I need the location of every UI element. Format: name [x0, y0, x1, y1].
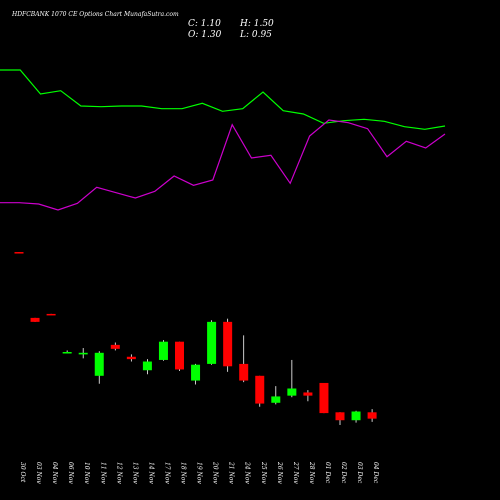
candle-body-down — [14, 252, 24, 254]
candle — [142, 359, 152, 375]
candle-body-up — [351, 411, 361, 421]
candle-body-up — [271, 396, 281, 403]
x-tick-label: 11 Nov — [99, 462, 106, 484]
candle — [78, 348, 88, 359]
x-tick-label: 26 Nov — [276, 461, 283, 484]
low-label: L: 0.95 — [239, 30, 272, 40]
x-tick-label: 01 Dec — [324, 462, 331, 484]
x-tick-label: 25 Nov — [260, 461, 267, 484]
x-tick-label: 14 Nov — [147, 462, 154, 484]
candle-body-down — [110, 344, 120, 349]
close-label: C: 1.10 — [188, 19, 221, 29]
candle — [126, 354, 136, 362]
candle-body-down — [175, 341, 184, 370]
candle — [175, 341, 184, 372]
candle — [207, 320, 217, 365]
candle-body-down — [223, 321, 233, 367]
candle — [62, 350, 72, 354]
candle-body-down — [46, 313, 56, 316]
x-tick-label: 10 Nov — [83, 462, 90, 484]
candle-body-down — [367, 412, 377, 419]
candle-body-down — [255, 375, 265, 404]
indicator-line-2 — [0, 119, 446, 211]
x-tick-label: 02 Dec — [340, 462, 347, 484]
x-tick-label: 06 Nov — [67, 462, 74, 484]
open-label: O: 1.30 — [188, 30, 222, 40]
candle-body-up — [158, 341, 168, 360]
x-tick-label: 18 Nov — [180, 462, 187, 484]
candle-body-up — [207, 321, 217, 364]
candle — [30, 317, 40, 322]
candle — [14, 252, 24, 254]
indicator-lines — [0, 69, 446, 211]
candle-body-down — [303, 392, 313, 396]
candle — [303, 390, 313, 402]
x-tick-label: 03 Nov — [35, 462, 42, 484]
x-tick-label: 04 Dec — [372, 462, 379, 484]
x-tick-label: 19 Nov — [196, 462, 203, 484]
candle — [46, 313, 56, 316]
candle — [271, 386, 281, 405]
x-tick-label: 30 Oct — [19, 462, 26, 483]
candle-body-up — [191, 364, 201, 381]
x-tick-label: 28 Nov — [308, 461, 315, 484]
candle — [191, 363, 201, 385]
candle-body-up — [287, 388, 297, 396]
x-tick-label: 21 Nov — [228, 461, 235, 484]
candle-body-down — [30, 317, 40, 322]
indicator-line-1 — [0, 69, 446, 130]
x-axis-ticks: 30 Oct 03 Nov 04 Nov 06 Nov 10 Nov 11 Nov 12 N… — [19, 461, 379, 484]
candle-body-down — [335, 412, 345, 421]
x-tick-label: 27 Nov — [292, 461, 299, 484]
x-tick-label: 20 Nov — [212, 461, 219, 484]
x-tick-label: 04 Nov — [51, 462, 58, 484]
candle-body-up — [62, 352, 72, 354]
candle — [110, 342, 120, 351]
candles-group — [14, 252, 377, 425]
candle — [319, 382, 329, 414]
candle — [335, 412, 345, 425]
x-tick-label: 03 Dec — [356, 462, 363, 484]
x-tick-label: 12 Nov — [115, 462, 122, 484]
candle-body-down — [239, 363, 249, 381]
candle — [158, 340, 168, 361]
high-label: H: 1.50 — [239, 19, 274, 29]
candle — [351, 410, 361, 423]
candle-body-down — [126, 356, 136, 360]
x-tick-label: 17 Nov — [163, 462, 170, 484]
chart-title: HDFCBANK 1070 CE Options Chart MunafaSut… — [11, 11, 179, 18]
candle-body-up — [94, 352, 104, 376]
candle-body-up — [142, 361, 152, 371]
candle-body-up — [78, 352, 88, 355]
candle — [255, 375, 265, 407]
candle — [367, 409, 377, 422]
candle — [223, 318, 233, 372]
x-tick-label: 24 Nov — [244, 461, 251, 484]
candle — [239, 335, 249, 383]
candle — [94, 351, 104, 384]
candle — [287, 359, 297, 398]
candle-body-down — [319, 382, 329, 414]
x-tick-label: 13 Nov — [131, 462, 138, 484]
